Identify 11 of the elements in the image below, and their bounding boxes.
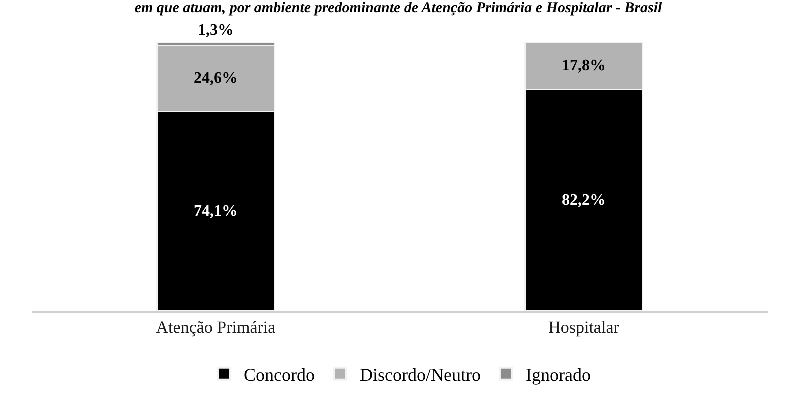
legend-label: Concordo bbox=[244, 364, 315, 385]
data-label: 24,6% bbox=[194, 70, 238, 88]
legend-label: Discordo/Neutro bbox=[360, 364, 481, 385]
data-label: 82,2% bbox=[562, 192, 606, 209]
chart-title: em que atuam, por ambiente predominante de Atenção Primária e Hospitalar - Brasil bbox=[134, 0, 664, 17]
x-tick-label: Atenção Primária bbox=[156, 318, 276, 338]
data-label: 17,8% bbox=[562, 57, 606, 74]
x-tick-label: Hospitalar bbox=[548, 318, 620, 338]
data-label: 74,1% bbox=[194, 202, 238, 220]
legend-label: Ignorado bbox=[526, 364, 591, 385]
data-label: 1,3% bbox=[198, 22, 234, 39]
